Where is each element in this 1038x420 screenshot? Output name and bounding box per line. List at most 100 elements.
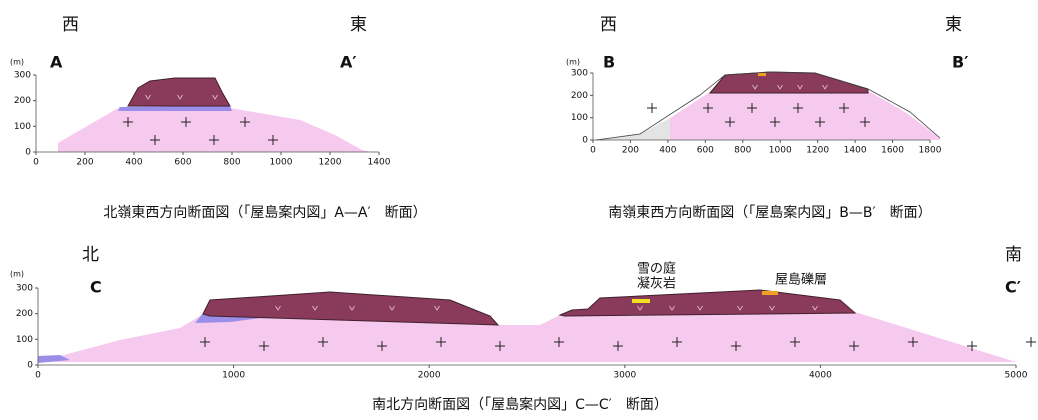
gravel — [762, 291, 778, 295]
unit: (m) — [10, 270, 24, 279]
granite-symbol — [647, 103, 657, 113]
andesite-symbol — [769, 305, 775, 311]
x-tick-label: 200 — [622, 146, 639, 156]
unit: (m) — [10, 58, 24, 67]
caption: 北嶺東西方向断面図（「屋島案内図」A—A′ 断面） — [103, 204, 426, 221]
granite-symbol — [200, 337, 210, 347]
andesite — [708, 71, 869, 94]
granite-symbol — [703, 103, 713, 113]
granite-symbol — [377, 341, 387, 351]
andesite-symbol — [145, 94, 151, 100]
granite-symbol — [613, 341, 623, 351]
granite-symbol — [967, 341, 977, 351]
point-label: B′ — [952, 53, 968, 72]
andesite — [558, 289, 857, 317]
sediment — [596, 118, 670, 140]
granite-symbol — [318, 337, 328, 347]
x-tick-label: 1000 — [222, 371, 245, 381]
surface — [595, 71, 941, 141]
direction: 西 — [62, 15, 79, 35]
x-tick-label: 2000 — [418, 371, 441, 381]
granite — [38, 312, 1016, 362]
x-tick-label: 0 — [33, 158, 39, 168]
andesite-symbol — [777, 84, 783, 90]
x-tick-label: 1200 — [806, 146, 829, 156]
granite-symbol — [731, 341, 741, 351]
x-tick-label: 0 — [590, 146, 596, 156]
x-tick-label: 600 — [174, 158, 191, 168]
gravel — [758, 73, 766, 76]
andesite-symbol — [669, 305, 675, 311]
direction: 南 — [1005, 245, 1022, 265]
x-tick-label: 1000 — [270, 158, 293, 168]
andesite-symbol — [812, 305, 818, 311]
andesite-symbol — [797, 84, 803, 90]
y-tick-label: 0 — [25, 148, 31, 158]
granite-symbol — [860, 117, 870, 127]
granite-symbol — [747, 103, 757, 113]
direction: 北 — [82, 245, 99, 265]
y-tick-label: 0 — [27, 361, 33, 371]
granite-symbol — [554, 337, 564, 347]
point-label: A′ — [340, 53, 357, 72]
granite-symbol — [790, 337, 800, 347]
andesite-symbol — [737, 305, 743, 311]
symbols — [123, 84, 1036, 351]
y-tick-label: 200 — [16, 309, 33, 319]
annotation: 雪の庭 — [637, 261, 676, 277]
andesite-symbol — [697, 305, 703, 311]
x-tick-label: 5000 — [1005, 371, 1028, 381]
annotation: 屋島礫層 — [775, 272, 827, 288]
x-tick-label: 1200 — [319, 158, 342, 168]
x-tick-label: 1600 — [881, 146, 904, 156]
granite — [670, 92, 940, 140]
section-a — [58, 77, 372, 152]
x-tick-label: 4000 — [809, 371, 832, 381]
granite-symbol — [181, 117, 191, 127]
granite-symbol — [268, 135, 278, 145]
direction: 東 — [945, 15, 962, 35]
granite-symbol — [672, 337, 682, 347]
x-tick-label: 3000 — [613, 371, 636, 381]
tuff-layer — [38, 355, 70, 363]
x-tick-label: 1400 — [844, 146, 867, 156]
caption: 南嶺東西方向断面図（「屋島案内図」B—B′ 断面） — [608, 204, 931, 221]
point-label: C — [90, 278, 102, 297]
granite-symbol — [259, 341, 269, 351]
y-tick-label: 100 — [16, 335, 33, 345]
granite-symbol — [495, 341, 505, 351]
point-label: B — [603, 53, 615, 72]
granite-symbol — [908, 337, 918, 347]
granite-symbol — [240, 117, 250, 127]
unit: (m) — [566, 58, 580, 67]
andesite-symbol — [389, 305, 395, 311]
y-tick-label: 200 — [571, 91, 588, 101]
x-tick-label: 600 — [697, 146, 714, 156]
annotation: 凝灰岩 — [637, 276, 676, 292]
x-tick-label: 1400 — [368, 158, 391, 168]
andesite-symbol — [275, 305, 281, 311]
x-tick-label: 400 — [659, 146, 676, 156]
x-tick-label: 400 — [125, 158, 142, 168]
direction: 西 — [600, 15, 617, 35]
andesite — [202, 291, 500, 326]
section-c — [38, 289, 1016, 363]
granite-symbol — [436, 337, 446, 347]
andesite-symbol — [822, 84, 828, 90]
x-tick-label: 200 — [76, 158, 93, 168]
granite — [58, 107, 372, 152]
andesite-symbol — [212, 94, 218, 100]
granite-symbol — [815, 117, 825, 127]
granite-symbol — [123, 117, 133, 127]
andesite-symbol — [177, 94, 183, 100]
y-tick-label: 300 — [571, 69, 588, 79]
direction: 東 — [350, 15, 367, 35]
andesite-symbol — [752, 84, 758, 90]
x-tick-label: 1000 — [769, 146, 792, 156]
x-tick-label: 800 — [223, 158, 240, 168]
point-label: C′ — [1005, 278, 1021, 297]
andesite-symbol — [312, 305, 318, 311]
granite-symbol — [1026, 337, 1036, 347]
x-tick-label: 0 — [35, 371, 41, 381]
andesite-symbol — [434, 305, 440, 311]
